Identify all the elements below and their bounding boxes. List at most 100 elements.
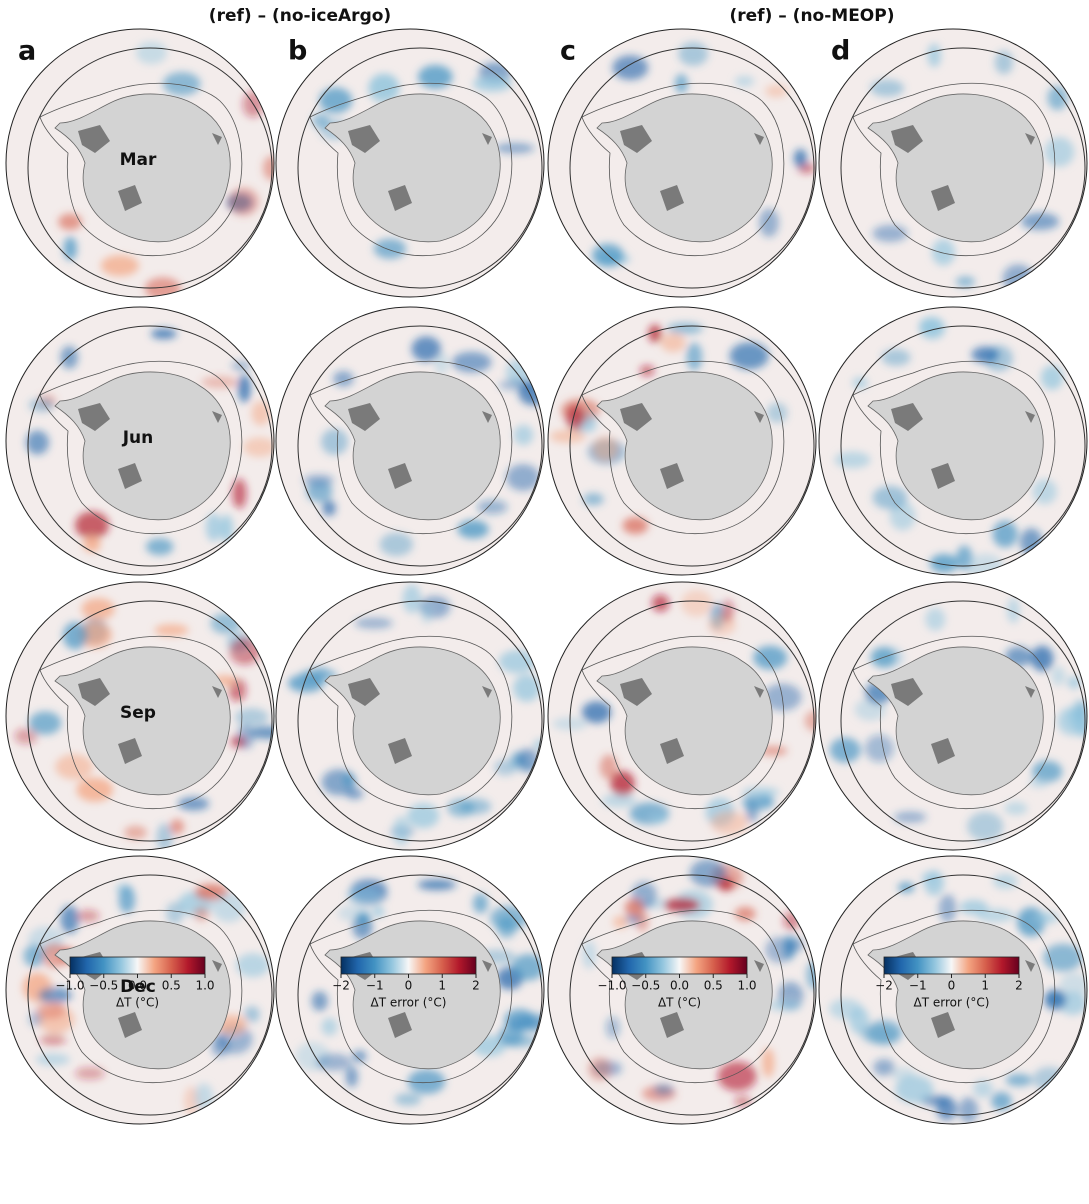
anomaly-blob <box>1043 943 1083 972</box>
anomaly-blob <box>345 1066 358 1088</box>
anomaly-blob <box>177 796 210 811</box>
anomaly-blob <box>496 916 517 939</box>
anomaly-blob <box>506 464 540 491</box>
anomaly-blob <box>766 402 788 424</box>
anomaly-blob <box>765 936 794 964</box>
anomaly-blob <box>605 1016 620 1039</box>
anomaly-blob <box>793 148 807 168</box>
anomaly-blob <box>666 322 704 335</box>
anomaly-blob <box>1028 777 1049 788</box>
colorbar-label: ΔT error (°C) <box>914 996 990 1010</box>
anomaly-blob <box>407 1069 446 1095</box>
anomaly-field <box>14 598 274 850</box>
anomaly-blob <box>494 142 535 154</box>
anomaly-blob <box>513 424 534 446</box>
anomaly-blob <box>434 352 450 375</box>
colorbar <box>611 956 748 975</box>
anomaly-blob <box>1040 365 1064 390</box>
anomaly-blob <box>83 536 101 553</box>
anomaly-blob <box>201 376 239 389</box>
anomaly-blob <box>734 906 756 921</box>
anomaly-blob <box>154 624 189 637</box>
anomaly-blob <box>927 43 942 68</box>
anomaly-blob <box>392 816 410 846</box>
anomaly-blob <box>1032 478 1057 505</box>
anomaly-blob <box>721 600 734 623</box>
anomaly-blob <box>232 478 247 509</box>
anomaly-blob <box>40 1033 66 1046</box>
colorbar-tick-label: 1.0 <box>195 979 214 993</box>
anomaly-blob <box>417 65 453 89</box>
colorbar-tick-label: 0 <box>948 979 956 993</box>
anomaly-blob <box>929 553 959 573</box>
anomaly-blob <box>118 886 136 914</box>
anomaly-blob <box>651 594 670 612</box>
anomaly-blob <box>612 915 629 929</box>
anomaly-blob <box>1030 645 1054 672</box>
panel-letter: a <box>18 36 36 67</box>
anomaly-blob <box>379 532 414 557</box>
anomaly-blob <box>40 942 69 968</box>
anomaly-blob <box>165 901 184 925</box>
anomaly-blob <box>680 589 713 617</box>
anomaly-blob <box>1007 597 1020 624</box>
anomaly-blob <box>649 813 668 824</box>
anomaly-blob <box>622 516 649 535</box>
anomaly-blob <box>717 1061 757 1092</box>
anomaly-blob <box>804 710 816 732</box>
anomaly-blob <box>786 937 804 952</box>
anomaly-blob <box>76 909 100 923</box>
anomaly-blob <box>767 999 803 1012</box>
anomaly-blob <box>36 1000 66 1020</box>
colorbar-tick-label: 0.5 <box>162 979 181 993</box>
anomaly-blob <box>587 1056 612 1081</box>
anomaly-blob <box>162 71 201 96</box>
anomaly-blob <box>38 987 73 1004</box>
anomaly-blob <box>472 893 489 914</box>
anomaly-blob <box>762 1048 775 1078</box>
map-border <box>5 306 275 576</box>
anomaly-blob <box>584 413 598 433</box>
anomaly-blob <box>345 788 364 800</box>
anomaly-blob <box>303 474 334 487</box>
anomaly-blob <box>734 75 755 87</box>
anomaly-blob <box>517 1012 544 1032</box>
colorbar-tick-label: −1.0 <box>597 979 626 993</box>
map-border <box>547 306 817 576</box>
anomaly-blob <box>1057 706 1087 736</box>
anomaly-blob <box>581 701 612 724</box>
anomaly-blob <box>123 825 148 840</box>
anomaly-blob <box>169 818 185 835</box>
anomaly-blob <box>402 584 422 614</box>
anomaly-blob <box>1044 137 1075 167</box>
anomaly-blob <box>759 208 779 238</box>
map-border <box>275 28 545 298</box>
anomaly-field <box>549 322 788 535</box>
anomaly-blob <box>972 1079 993 1098</box>
anomaly-blob <box>582 492 604 506</box>
anomaly-blob <box>925 607 946 631</box>
panel-letter: d <box>831 36 850 67</box>
anomaly-blob <box>312 113 330 129</box>
anomaly-blob <box>741 786 780 798</box>
map-border <box>547 855 817 1125</box>
anomaly-field <box>552 589 816 835</box>
colorbar-tick-label: 0.0 <box>128 979 147 993</box>
anomaly-blob <box>1005 1073 1033 1087</box>
anomaly-blob <box>373 238 407 259</box>
anomaly-blob <box>1047 85 1068 111</box>
anomaly-blob <box>100 255 140 277</box>
anomaly-field <box>303 336 544 557</box>
anomaly-blob <box>660 333 686 353</box>
anomaly-blob <box>14 727 38 745</box>
anomaly-blob <box>971 346 999 363</box>
colorbar <box>69 956 206 975</box>
anomaly-blob <box>511 954 544 981</box>
anomaly-blob <box>220 514 234 543</box>
anomaly-blob <box>60 345 79 369</box>
anomaly-blob <box>648 324 662 343</box>
anomaly-blob <box>150 328 177 340</box>
colorbar-tick-label: 2 <box>1015 979 1023 993</box>
anomaly-blob <box>306 481 333 503</box>
